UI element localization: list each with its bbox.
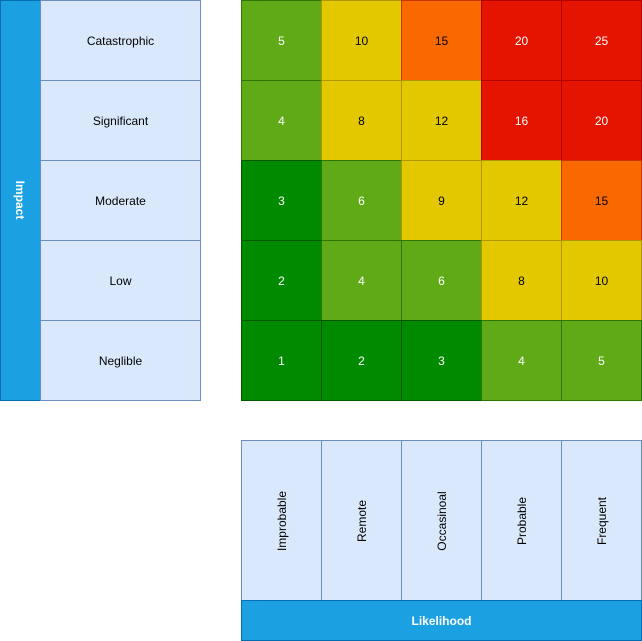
matrix-cell: 5 xyxy=(241,0,322,81)
likelihood-axis-band: Likelihood xyxy=(241,600,642,641)
impact-axis-label: Impact xyxy=(13,180,27,220)
likelihood-level-label: Remote xyxy=(354,499,369,542)
impact-axis-band xyxy=(0,0,41,401)
matrix-cell: 16 xyxy=(481,80,562,161)
matrix-cell: 10 xyxy=(321,0,402,81)
matrix-cell: 3 xyxy=(401,320,482,401)
matrix-cell: 2 xyxy=(241,240,322,321)
matrix-cell: 1 xyxy=(241,320,322,401)
matrix-cell: 10 xyxy=(561,240,642,321)
matrix-cell: 2 xyxy=(321,320,402,401)
likelihood-level-label: Probable xyxy=(514,496,529,545)
matrix-cell: 20 xyxy=(481,0,562,81)
matrix-cell: 4 xyxy=(481,320,562,401)
matrix-cell: 6 xyxy=(401,240,482,321)
impact-level-low: Low xyxy=(40,240,201,321)
matrix-cell: 3 xyxy=(241,160,322,241)
likelihood-level-label: Occasinoal xyxy=(434,490,449,551)
matrix-cell: 12 xyxy=(401,80,482,161)
likelihood-level-occasional: Occasinoal xyxy=(401,440,482,601)
impact-level-catastrophic: Catastrophic xyxy=(40,0,201,81)
matrix-cell: 6 xyxy=(321,160,402,241)
likelihood-level-label: Improbable xyxy=(274,490,289,551)
impact-level-significant: Significant xyxy=(40,80,201,161)
matrix-cell: 20 xyxy=(561,80,642,161)
likelihood-level-improbable: Improbable xyxy=(241,440,322,601)
matrix-cell: 4 xyxy=(321,240,402,321)
matrix-cell: 4 xyxy=(241,80,322,161)
impact-level-neglible: Neglible xyxy=(40,320,201,401)
matrix-cell: 9 xyxy=(401,160,482,241)
likelihood-level-label: Frequent xyxy=(594,496,609,545)
matrix-cell: 5 xyxy=(561,320,642,401)
matrix-cell: 25 xyxy=(561,0,642,81)
likelihood-level-frequent: Frequent xyxy=(561,440,642,601)
matrix-cell: 15 xyxy=(561,160,642,241)
matrix-cell: 8 xyxy=(481,240,562,321)
likelihood-level-remote: Remote xyxy=(321,440,402,601)
matrix-cell: 12 xyxy=(481,160,562,241)
impact-level-moderate: Moderate xyxy=(40,160,201,241)
matrix-cell: 15 xyxy=(401,0,482,81)
likelihood-level-probable: Probable xyxy=(481,440,562,601)
matrix-cell: 8 xyxy=(321,80,402,161)
